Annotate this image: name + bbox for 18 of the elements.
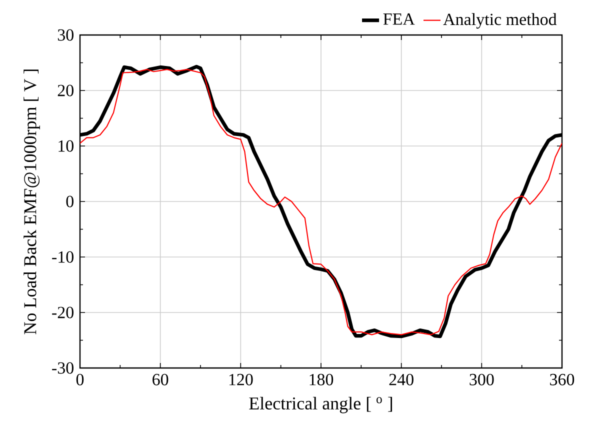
x-axis-title: Electrical angle [ $^{o}$ ]: [249, 396, 392, 414]
y-axis-title: No Load Back EMF@1000rpm [ V ]: [24, 70, 40, 334]
y-tick-label: -20: [52, 306, 74, 318]
x-tick-label: 300: [470, 374, 494, 386]
legend-label: Analytic method: [443, 13, 557, 29]
x-tick-label: 240: [389, 374, 414, 386]
x-tick-label: 120: [229, 374, 253, 386]
x-tick-label: 0: [76, 374, 84, 386]
y-tick-label: 10: [58, 140, 74, 152]
x-tick-label: 180: [310, 374, 334, 386]
x-tick-label: 360: [550, 374, 574, 386]
y-tick-label: 20: [58, 84, 74, 96]
y-tick-label: 0: [66, 196, 74, 208]
y-tick-label: -10: [52, 251, 74, 263]
legend-label: FEA: [383, 13, 415, 25]
y-tick-label: -30: [52, 362, 74, 374]
y-tick-label: 30: [58, 29, 74, 41]
x-tick-label: 60: [152, 374, 168, 386]
